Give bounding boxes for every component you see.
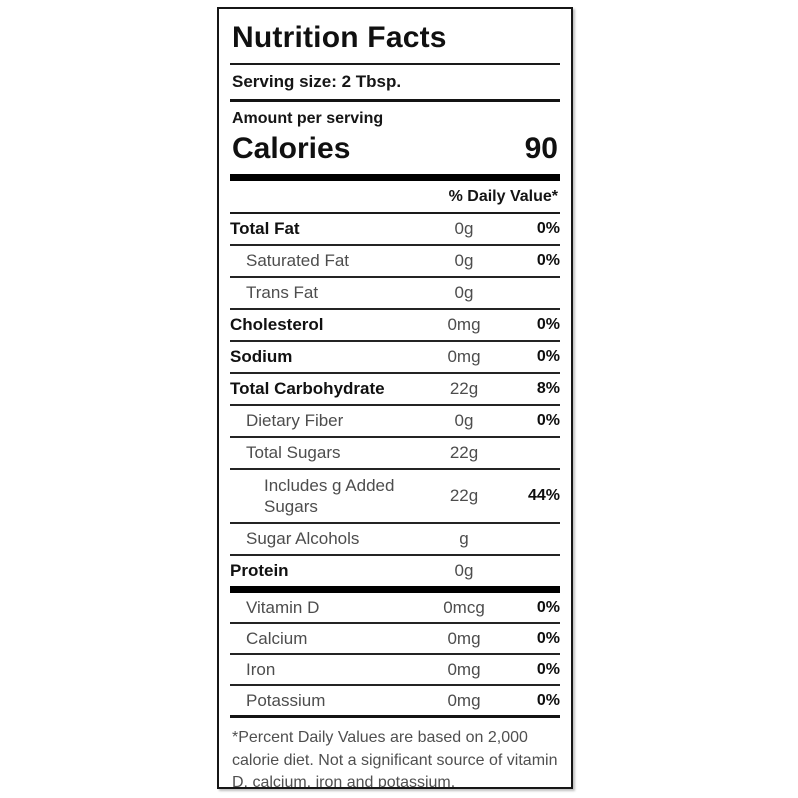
nutrient-name: Total Carbohydrate	[230, 379, 385, 399]
nutrient-amount: 0g	[454, 251, 474, 270]
divider	[230, 99, 560, 102]
nutrient-amount: 0mcg	[443, 597, 485, 617]
nutrient-row-cholesterol: Cholesterol 0mg 0%	[230, 310, 560, 342]
nutrient-name: Trans Fat	[246, 283, 319, 303]
calories-value: 90	[524, 132, 558, 165]
nutrient-name: Cholesterol	[230, 315, 324, 335]
nutrient-dv: 44%	[527, 487, 560, 504]
nutrient-dv: 0%	[536, 598, 560, 616]
nutrient-amount: g	[459, 529, 469, 548]
micronutrient-table: Vitamin D 0mcg 0% Calcium 0mg 0% Iron 0m…	[230, 593, 560, 715]
nutrient-dv: 0%	[536, 252, 560, 269]
nutrient-name: Sugar Alcohols	[246, 529, 360, 549]
nutrient-amount: 0mg	[447, 659, 481, 679]
thick-divider	[230, 174, 560, 181]
nutrient-row-calcium: Calcium 0mg 0%	[230, 624, 560, 655]
nutrient-row-protein: Protein 0g	[230, 556, 560, 586]
nutrient-row-iron: Iron 0mg 0%	[230, 655, 560, 686]
nutrient-name: Total Fat	[230, 219, 300, 239]
nutrient-dv: 0%	[536, 629, 560, 647]
nutrient-row-dietary-fiber: Dietary Fiber 0g 0%	[230, 406, 560, 438]
nutrient-amount: 0mg	[447, 347, 481, 366]
nutrient-table: Total Fat 0g 0% Saturated Fat 0g 0% Tran…	[230, 214, 560, 586]
nutrient-name: Total Sugars	[246, 443, 341, 463]
nutrient-row-potassium: Potassium 0mg 0%	[230, 686, 560, 715]
thick-divider	[230, 586, 560, 593]
nutrient-name: Sodium	[230, 347, 293, 367]
daily-value-header: % Daily Value*	[230, 181, 560, 214]
footnote: *Percent Daily Values are based on 2,000…	[232, 729, 558, 789]
nutrient-row-sodium: Sodium 0mg 0%	[230, 342, 560, 374]
nutrient-name: Dietary Fiber	[246, 411, 344, 431]
nutrient-row-sugar-alcohols: Sugar Alcohols g	[230, 524, 560, 556]
nutrient-name: Potassium	[246, 690, 326, 710]
nutrient-name: Vitamin D	[246, 597, 320, 617]
nutrient-dv: 0%	[536, 220, 560, 237]
nutrient-dv: 0%	[536, 660, 560, 678]
nutrient-row-total-carbohydrate: Total Carbohydrate 22g 8%	[230, 374, 560, 406]
nutrient-amount: 22g	[449, 379, 479, 398]
nutrient-row-saturated-fat: Saturated Fat 0g 0%	[230, 246, 560, 278]
nutrient-dv: 0%	[536, 691, 560, 709]
nutrient-name: Calcium	[246, 628, 308, 648]
nutrient-amount: 0g	[454, 561, 474, 580]
nutrient-row-trans-fat: Trans Fat 0g	[230, 278, 560, 310]
nutrient-dv: 0%	[536, 348, 560, 365]
nutrient-amount: 0g	[454, 283, 474, 302]
nutrition-facts-label: Nutrition Facts Serving size: 2 Tbsp. Am…	[217, 7, 573, 789]
nutrient-row-vitamin-d: Vitamin D 0mcg 0%	[230, 593, 560, 624]
amount-per-serving-label: Amount per serving	[232, 110, 384, 127]
nutrient-amount: 22g	[449, 443, 479, 462]
nutrient-dv: 8%	[536, 380, 560, 397]
nutrient-amount: 0mg	[447, 690, 481, 710]
nutrient-row-total-sugars: Total Sugars 22g	[230, 438, 560, 470]
nutrient-amount: 0g	[454, 411, 474, 430]
serving-size: Serving size: 2 Tbsp.	[232, 72, 402, 91]
nutrient-name: Saturated Fat	[246, 251, 350, 271]
nutrient-name: Iron	[246, 659, 276, 679]
divider	[230, 715, 560, 718]
nutrient-amount: 0mg	[447, 628, 481, 648]
calories-label: Calories	[232, 132, 351, 165]
nutrient-row-total-fat: Total Fat 0g 0%	[230, 214, 560, 246]
nutrient-amount: 22g	[449, 486, 479, 505]
nutrient-amount: 0mg	[447, 315, 481, 334]
nutrient-row-added-sugars: Includes g Added Sugars 22g 44%	[230, 470, 560, 524]
calories-row: Calories 90	[230, 128, 560, 174]
nutrient-name: Protein	[230, 561, 289, 581]
nutrient-dv: 0%	[536, 316, 560, 333]
nutrient-dv: 0%	[536, 412, 560, 429]
nutrient-name: Includes g Added Sugars	[264, 475, 395, 516]
nutrient-amount: 0g	[454, 219, 474, 238]
divider	[230, 63, 560, 65]
label-title: Nutrition Facts	[232, 21, 447, 54]
